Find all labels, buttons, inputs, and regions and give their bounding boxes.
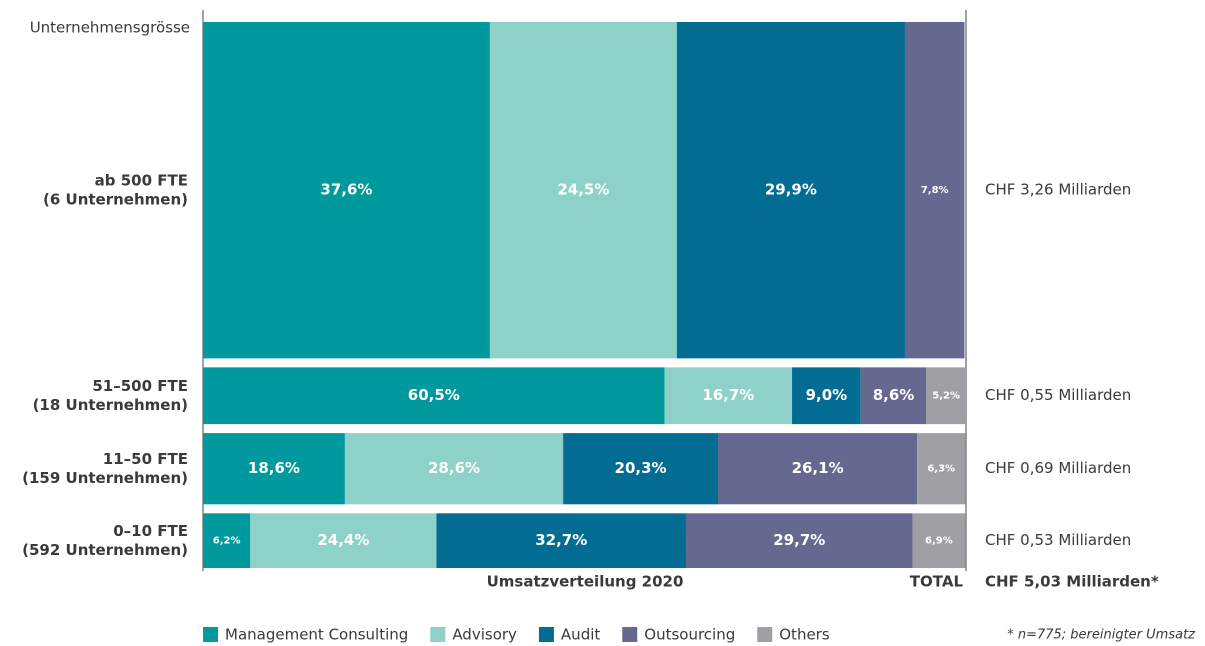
legend-label: Others bbox=[779, 626, 830, 644]
bar-segment bbox=[203, 367, 665, 425]
value-label: 28,6% bbox=[428, 459, 480, 477]
category-note: (592 Unternehmen) bbox=[22, 541, 188, 559]
value-label: 16,7% bbox=[702, 386, 754, 404]
bar-segment bbox=[676, 22, 905, 359]
bar-segment bbox=[792, 367, 861, 425]
bar-segment bbox=[912, 513, 966, 568]
value-label: 26,1% bbox=[792, 459, 844, 477]
legend-label: Outsourcing bbox=[644, 626, 735, 644]
legend-label: Audit bbox=[561, 626, 600, 644]
category-note: (159 Unternehmen) bbox=[22, 469, 188, 487]
bar-segment bbox=[563, 433, 719, 505]
legend-swatch bbox=[622, 627, 638, 642]
value-label: 7,8% bbox=[921, 185, 949, 196]
y-label: Unternehmensgrösse bbox=[30, 19, 190, 37]
grand-total: CHF 5,03 Milliarden* bbox=[985, 573, 1159, 591]
value-label: 5,2% bbox=[932, 391, 960, 402]
row-total: CHF 3,26 Milliarden bbox=[985, 181, 1131, 199]
legend-label: Management Consulting bbox=[225, 626, 408, 644]
bar-segment bbox=[917, 433, 966, 505]
value-label: 6,3% bbox=[927, 464, 955, 475]
legend-swatch bbox=[430, 627, 446, 642]
bar-segment bbox=[904, 22, 965, 359]
bar-segment bbox=[436, 513, 686, 568]
value-label: 32,7% bbox=[535, 531, 587, 549]
bar-segment bbox=[344, 433, 564, 505]
value-label: 29,9% bbox=[765, 181, 817, 199]
value-label: 24,5% bbox=[557, 181, 609, 199]
bar-segment bbox=[718, 433, 918, 505]
category-label: ab 500 FTE bbox=[95, 172, 188, 190]
legend-swatch bbox=[757, 627, 773, 642]
value-label: 60,5% bbox=[408, 386, 460, 404]
row-total: CHF 0,69 Milliarden bbox=[985, 459, 1131, 477]
value-label: 29,7% bbox=[773, 531, 825, 549]
legend-swatch bbox=[538, 627, 554, 642]
bar-segment bbox=[860, 367, 927, 425]
row-total: CHF 0,55 Milliarden bbox=[985, 386, 1131, 404]
x-title: Umsatzverteilung 2020 bbox=[487, 573, 684, 591]
value-label: 24,4% bbox=[317, 531, 369, 549]
footnote: * n=775; bereinigter Umsatz bbox=[1007, 628, 1196, 643]
grand-total-title: TOTAL bbox=[910, 573, 964, 591]
bar-segment bbox=[685, 513, 913, 568]
category-label: 11–50 FTE bbox=[103, 450, 188, 468]
legend-label: Advisory bbox=[452, 626, 517, 644]
bar-segment bbox=[250, 513, 437, 568]
category-note: (6 Unternehmen) bbox=[43, 191, 188, 209]
row-total: CHF 0,53 Milliarden bbox=[985, 531, 1131, 549]
value-label: 6,9% bbox=[925, 536, 953, 547]
bar-segment bbox=[203, 433, 345, 505]
bar-segment bbox=[203, 513, 251, 568]
legend-swatch bbox=[203, 627, 218, 642]
value-label: 6,2% bbox=[213, 536, 241, 547]
bar-segment bbox=[664, 367, 793, 425]
category-label: 51–500 FTE bbox=[92, 377, 188, 395]
value-label: 20,3% bbox=[615, 459, 667, 477]
bar-segment bbox=[489, 22, 677, 359]
value-label: 9,0% bbox=[806, 386, 848, 404]
value-label: 18,6% bbox=[248, 459, 300, 477]
value-label: 37,6% bbox=[320, 181, 372, 199]
category-label: 0–10 FTE bbox=[113, 522, 188, 540]
value-label: 8,6% bbox=[873, 386, 915, 404]
bar-segment bbox=[203, 22, 490, 359]
category-note: (18 Unternehmen) bbox=[33, 396, 188, 414]
bar-segment bbox=[926, 367, 966, 425]
